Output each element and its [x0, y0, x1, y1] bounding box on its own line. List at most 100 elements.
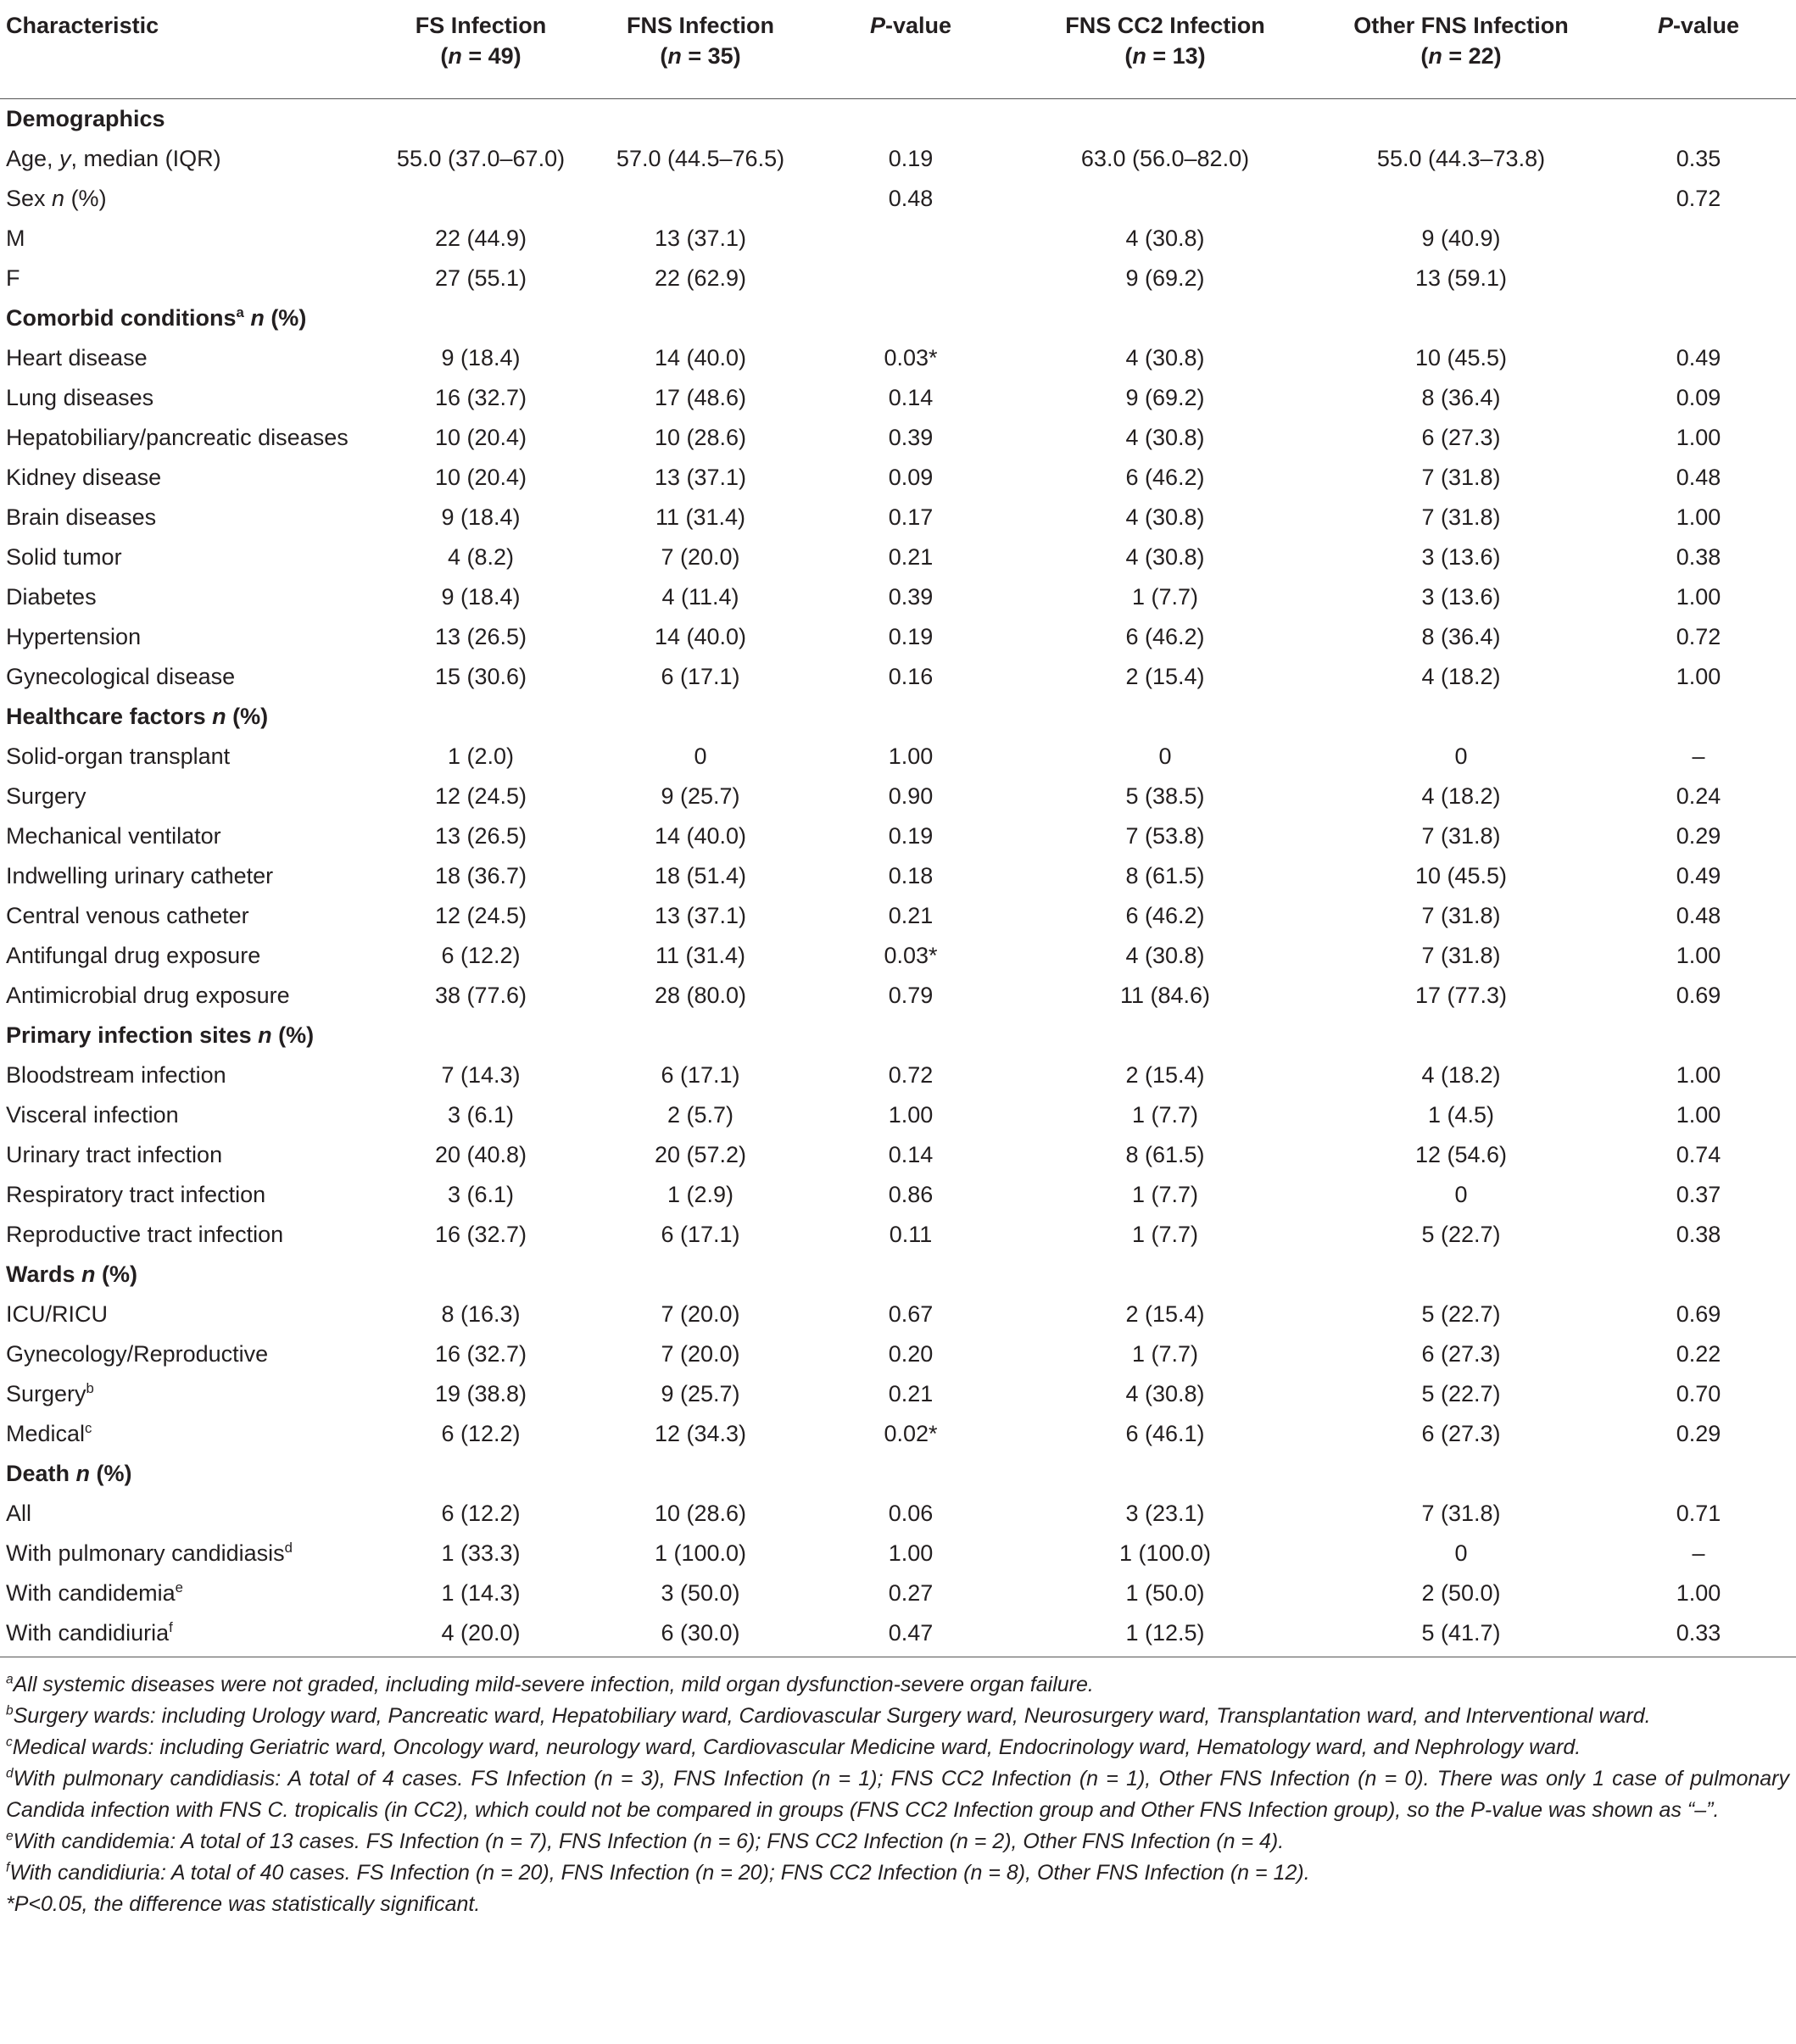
cell: 1 (7.7): [1009, 1175, 1321, 1215]
cell: 9 (25.7): [588, 777, 812, 816]
cell: 0.38: [1601, 1215, 1796, 1255]
cell: 0.19: [812, 139, 1009, 179]
text-run: Antifungal drug exposure: [6, 943, 261, 968]
row-label: Brain diseases: [0, 498, 373, 537]
cell: 6 (12.2): [373, 1494, 588, 1534]
cell: 1 (7.7): [1009, 1215, 1321, 1255]
footnotes: aAll systemic diseases were not graded, …: [0, 1657, 1796, 1920]
cell-text: 1.00: [1676, 1062, 1721, 1088]
cell: 0.47: [812, 1613, 1009, 1657]
cell-text: 0.48: [1676, 465, 1721, 490]
cell: 55.0 (37.0–67.0): [373, 139, 588, 179]
text-run: With pulmonary candidiasis: A total of 4…: [6, 1767, 1789, 1822]
cell: 1.00: [1601, 1055, 1796, 1095]
table-header: Characteristic FS Infection (n = 49) FNS In…: [0, 0, 1796, 99]
cell: 0.39: [812, 577, 1009, 617]
text-run: With candidemia: [6, 1580, 176, 1606]
cell: 0.24: [1601, 777, 1796, 816]
section-label: Primary infection sites n (%): [0, 1016, 1796, 1055]
cell-text: 11 (31.4): [655, 504, 746, 530]
text-run: Gynecological disease: [6, 664, 236, 689]
cell-text: 0.24: [1676, 783, 1721, 809]
row-label: Visceral infection: [0, 1095, 373, 1135]
cell-text: 0: [694, 744, 707, 769]
text-run: (: [1124, 43, 1133, 69]
text-run: All systemic diseases were not graded, i…: [13, 1673, 1094, 1696]
text-run: c: [85, 1419, 92, 1436]
cell-text: 4 (11.4): [661, 584, 739, 610]
data-row: Hepatobiliary/pancreatic diseases 10 (20.…: [0, 418, 1796, 458]
cell: 13 (59.1): [1321, 259, 1601, 298]
row-label: With candidemiae: [0, 1573, 373, 1613]
cell: 6 (27.3): [1321, 418, 1601, 458]
cell-text: 17 (77.3): [1414, 983, 1508, 1008]
data-row: Indwelling urinary catheter 18 (36.7) 18 (…: [0, 856, 1796, 896]
cell: 1.00: [812, 1095, 1009, 1135]
cell: 5 (22.7): [1321, 1374, 1601, 1414]
cell-text: 10 (45.5): [1414, 345, 1508, 370]
data-row: Kidney disease 10 (20.4) 13 (37.1) 0.09 6 (4…: [0, 458, 1796, 498]
section-row: Primary infection sites n (%): [0, 1016, 1796, 1055]
cell: 1.00: [1601, 1573, 1796, 1613]
cell: 6 (46.2): [1009, 896, 1321, 936]
cell-text: 12 (24.5): [434, 783, 527, 809]
cell-text: 0.67: [888, 1301, 934, 1327]
cell: 6 (46.2): [1009, 458, 1321, 498]
data-row: Surgery 12 (24.5) 9 (25.7) 0.90 5 (38.5) 4 (1…: [0, 777, 1796, 816]
section-label: Wards n (%): [0, 1255, 1796, 1295]
header-line: (n = 49): [373, 41, 588, 71]
cell-text: 6 (17.1): [661, 1062, 740, 1088]
cell: 27 (55.1): [373, 259, 588, 298]
cell-text: 1.00: [1676, 504, 1721, 530]
text-run: Medical wards: including Geriatric ward,…: [12, 1735, 1581, 1759]
cell-text: 18 (51.4): [654, 863, 747, 888]
cell: 38 (77.6): [373, 976, 588, 1016]
cell-text: 22 (44.9): [434, 226, 527, 251]
cell-text: 1 (33.3): [441, 1540, 521, 1566]
cell-text: 4 (30.8): [1125, 226, 1205, 251]
data-row: With candidemiae 1 (14.3) 3 (50.0) 0.27 1 (5…: [0, 1573, 1796, 1613]
cell-text: 1 (50.0): [1125, 1580, 1205, 1606]
section-row: Demographics: [0, 99, 1796, 140]
text-run: *P<0.05, the difference was statisticall…: [6, 1892, 481, 1916]
cell: 10 (20.4): [373, 458, 588, 498]
cell: 0.09: [812, 458, 1009, 498]
cell-text: 55.0 (44.3–73.8): [1376, 146, 1546, 171]
cell-text: 20 (40.8): [434, 1142, 527, 1167]
row-label: F: [0, 259, 373, 298]
cell: 1.00: [1601, 498, 1796, 537]
cell-text: 1 (7.7): [1131, 584, 1199, 610]
text-run: f: [6, 1860, 10, 1875]
cell: 6 (27.3): [1321, 1414, 1601, 1454]
cell: 0.86: [812, 1175, 1009, 1215]
cell: 0.67: [812, 1295, 1009, 1334]
cell: 6 (17.1): [588, 1055, 812, 1095]
cell-text: 9 (40.9): [1421, 226, 1501, 251]
cell: 0.03*: [812, 936, 1009, 976]
header-line: Other FNS Infection: [1321, 10, 1601, 41]
cell: 0.06: [812, 1494, 1009, 1534]
cell: 1 (50.0): [1009, 1573, 1321, 1613]
cell-text: 4 (30.8): [1125, 425, 1205, 450]
row-label: Gynecological disease: [0, 657, 373, 697]
cell-text: 0.16: [888, 664, 934, 689]
cell: 1 (7.7): [1009, 1334, 1321, 1374]
cell-text: 27 (55.1): [434, 265, 527, 291]
cell-text: 7 (31.8): [1421, 823, 1501, 849]
data-row: Antimicrobial drug exposure 38 (77.6) 28 (…: [0, 976, 1796, 1016]
cell-text: –: [1692, 744, 1705, 769]
footnote: dWith pulmonary candidiasis: A total of …: [6, 1763, 1789, 1826]
cell: 7 (20.0): [588, 537, 812, 577]
cell-text: 0.48: [1676, 903, 1721, 928]
text-run: M: [6, 226, 25, 251]
cell: 4 (11.4): [588, 577, 812, 617]
cell: 1 (2.0): [373, 737, 588, 777]
cell: 0.72: [1601, 617, 1796, 657]
cell: 0.29: [1601, 816, 1796, 856]
cell-text: 7 (20.0): [661, 1341, 740, 1367]
text-run: n: [250, 305, 265, 331]
cell: 11 (31.4): [588, 936, 812, 976]
cell: 14 (40.0): [588, 617, 812, 657]
header-line: (n = 13): [1009, 41, 1321, 71]
